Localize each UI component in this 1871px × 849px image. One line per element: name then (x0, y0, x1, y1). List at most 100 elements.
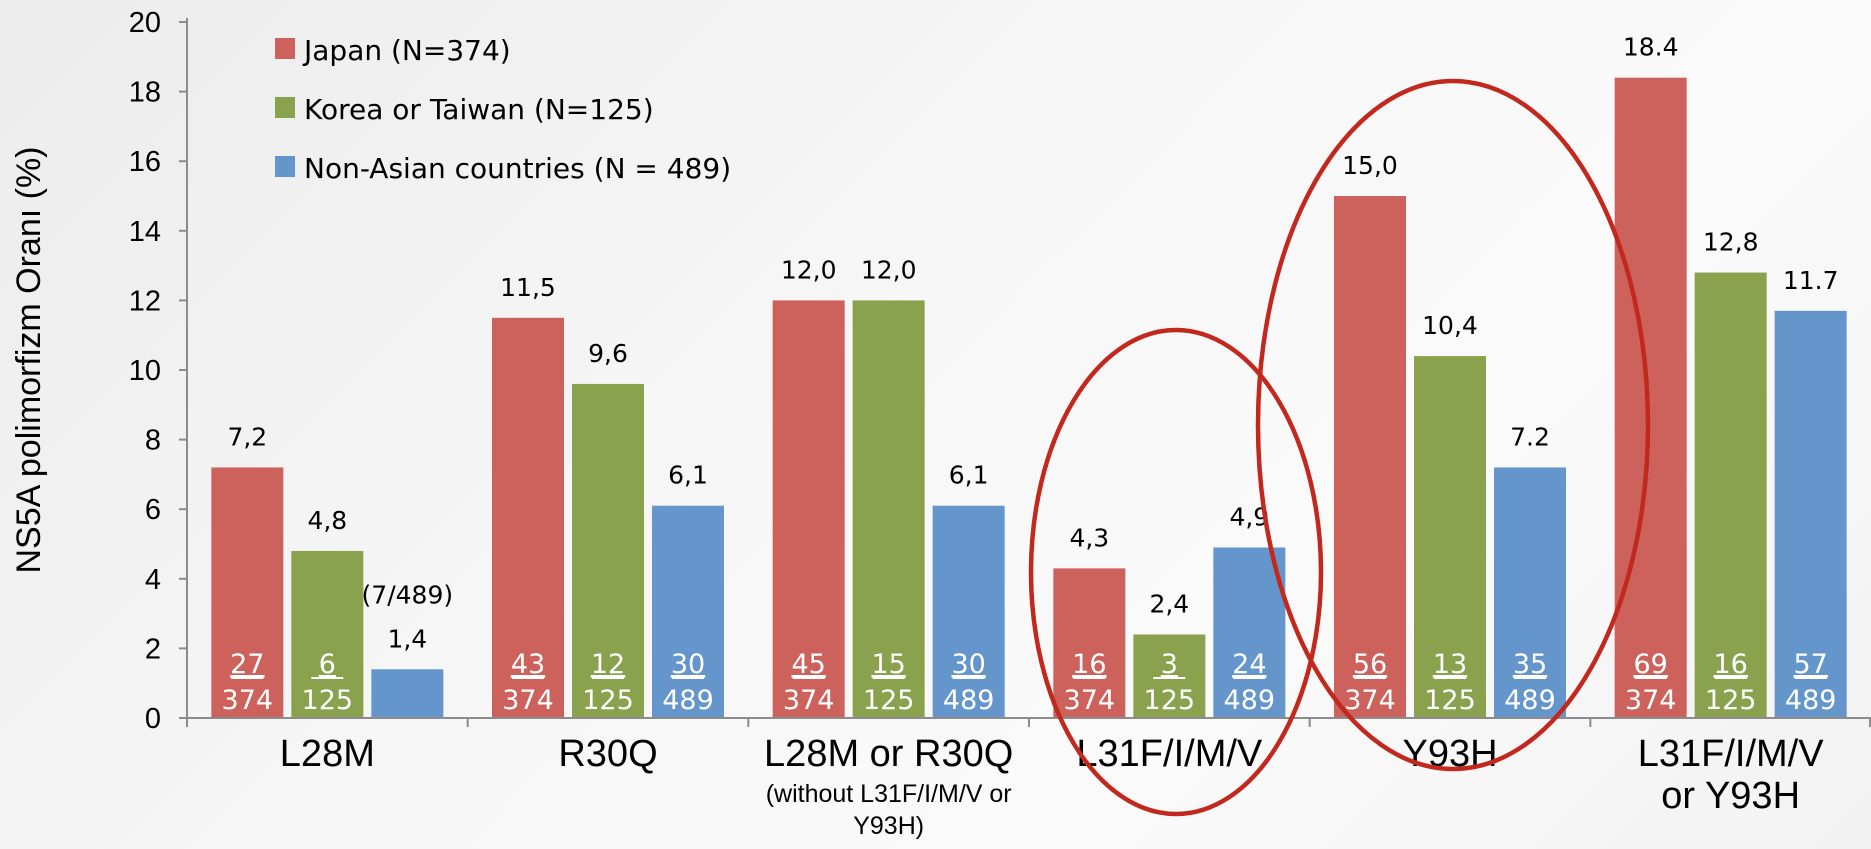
bar (371, 669, 444, 718)
bar-total-label: 374 (783, 685, 835, 716)
bar-count-label: 13 (1433, 649, 1467, 680)
bar (852, 300, 925, 718)
bar (291, 550, 364, 718)
y-tick-label: 8 (145, 425, 161, 457)
bar (1414, 356, 1486, 718)
legend-swatch (275, 97, 295, 118)
data-label: 4,3 (1069, 523, 1109, 552)
bar-count-label: 16 (1713, 649, 1747, 680)
x-category-label: L31F/I/M/V (1638, 733, 1824, 775)
data-label: 6,1 (668, 461, 708, 490)
bar-count-label: 45 (791, 649, 825, 680)
bar (572, 383, 644, 718)
data-label: 7,2 (227, 422, 267, 451)
data-label: 11.7 (1783, 266, 1839, 295)
data-label-fraction: (7/489) (362, 580, 454, 609)
data-label: 1,4 (387, 624, 427, 653)
y-axis: 0 2 4 6 8 10 12 14 16 18 20 (129, 7, 188, 735)
y-tick-label: 16 (129, 146, 161, 178)
bar-count-label: 30 (671, 649, 705, 680)
bar-total-label: 125 (302, 685, 354, 716)
bar-count-label: 30 (951, 649, 985, 680)
y-axis-label: NS5A polimorfizm Oranı (%) (10, 147, 48, 574)
bar (1614, 77, 1687, 719)
legend-label: Korea or Taiwan (N=125) (304, 93, 654, 126)
bar-total-label: 374 (222, 685, 274, 716)
y-tick-label: 10 (129, 355, 161, 387)
y-tick-label: 6 (145, 494, 161, 526)
y-tick-label: 20 (129, 7, 161, 39)
bar-total-label: 374 (1064, 685, 1116, 716)
bar-count-label: 43 (511, 649, 545, 680)
bar (1494, 467, 1566, 718)
bar-total-label: 125 (1144, 685, 1196, 716)
bar (1213, 547, 1286, 718)
legend-label: Japan (N=374) (302, 34, 511, 67)
data-label: 18.4 (1623, 33, 1679, 62)
bar-total-label: 489 (943, 685, 995, 716)
y-tick-label: 0 (145, 703, 161, 735)
x-category-label: or Y93H (1661, 775, 1800, 817)
bar-total-label: 489 (1785, 685, 1837, 716)
bar-count-label: 16 (1072, 649, 1106, 680)
data-label: 4,8 (307, 506, 347, 535)
bar (1334, 196, 1406, 718)
bar-count-label: 15 (871, 649, 905, 680)
bar-total-label: 374 (1625, 685, 1677, 716)
data-label: 12,8 (1703, 228, 1759, 257)
x-category-sublabel: Y93H) (853, 812, 924, 840)
highlight-ellipse (1255, 78, 1651, 772)
y-tick-label: 2 (145, 633, 161, 665)
bar (1774, 310, 1847, 718)
bar-total-label: 374 (1344, 685, 1396, 716)
y-tick-label: 14 (129, 216, 161, 248)
data-label: 10,4 (1422, 311, 1478, 340)
bar (1694, 272, 1767, 718)
data-label: 6,1 (949, 461, 989, 490)
x-axis: L28M R30Q L28M or R30Q (without L31F/I/M/V … (186, 717, 1871, 840)
bar-count-label: 57 (1793, 649, 1827, 680)
highlight-ellipse (1028, 327, 1324, 817)
bar-count-label: 3 (1161, 649, 1178, 680)
bar (1133, 634, 1206, 718)
bar-total-label: 489 (1504, 685, 1556, 716)
bar-count-label: 27 (230, 649, 264, 680)
legend-swatch (275, 156, 295, 177)
legend: Japan (N=374) Korea or Taiwan (N=125) Non-… (275, 34, 731, 185)
highlight-ellipses (1028, 78, 1651, 817)
data-label: 12,0 (781, 255, 837, 284)
bar-total-label: 489 (662, 685, 714, 716)
x-category-label: L31F/I/M/V (1076, 733, 1262, 775)
bar-count-label: 24 (1232, 649, 1266, 680)
bar-total-label: 125 (1705, 685, 1757, 716)
y-tick-label: 18 (129, 77, 161, 109)
y-tick-label: 12 (129, 285, 161, 317)
bar-total-label: 125 (1424, 685, 1476, 716)
x-category-label: L28M (280, 733, 375, 775)
x-category-label: R30Q (558, 733, 657, 775)
bar-count-label: 6 (319, 649, 336, 680)
bars: 7,2 27 374 4,8 6 125 (7/489) 1,4 11,5 43 374 9,6 12 1… (211, 33, 1847, 719)
data-label: 12,0 (861, 255, 917, 284)
bar (772, 300, 845, 718)
bar (1053, 568, 1126, 718)
bar (211, 467, 284, 718)
legend-swatch (275, 38, 295, 59)
x-category-label: L28M or R30Q (764, 733, 1013, 775)
bar-total-label: 125 (582, 685, 634, 716)
bar (932, 505, 1005, 718)
data-label: 11,5 (500, 273, 556, 302)
bar-total-label: 125 (863, 685, 915, 716)
data-label: 2,4 (1149, 589, 1189, 618)
bar-count-label: 56 (1353, 649, 1387, 680)
x-category-sublabel: (without L31F/I/M/V or (766, 780, 1012, 808)
bar (652, 505, 724, 718)
y-tick-label: 4 (145, 564, 161, 596)
bar-count-label: 12 (591, 649, 625, 680)
legend-label: Non-Asian countries (N = 489) (304, 152, 731, 185)
bar (492, 317, 564, 718)
bar-total-label: 374 (502, 685, 554, 716)
data-label: 7.2 (1510, 422, 1550, 451)
bar-total-label: 489 (1224, 685, 1276, 716)
